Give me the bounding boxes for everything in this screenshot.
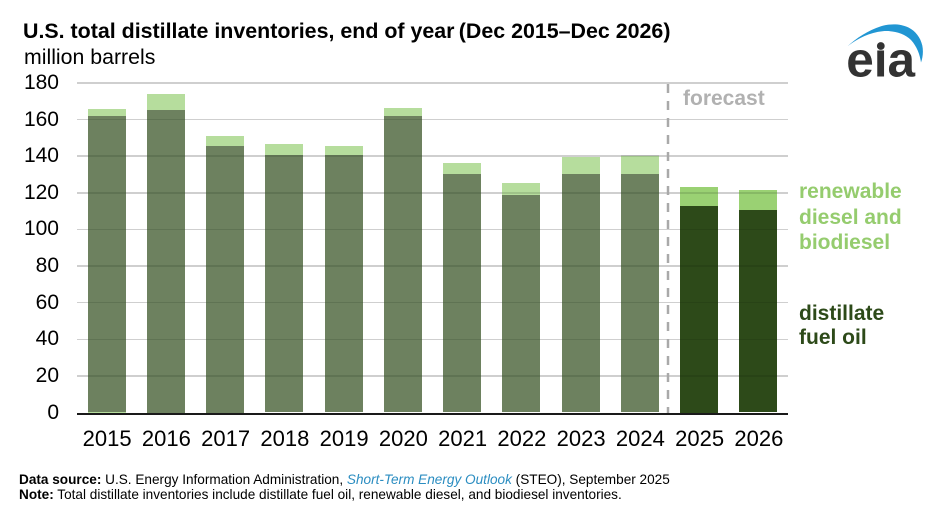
- svg-text:eıa: eıa: [846, 33, 915, 87]
